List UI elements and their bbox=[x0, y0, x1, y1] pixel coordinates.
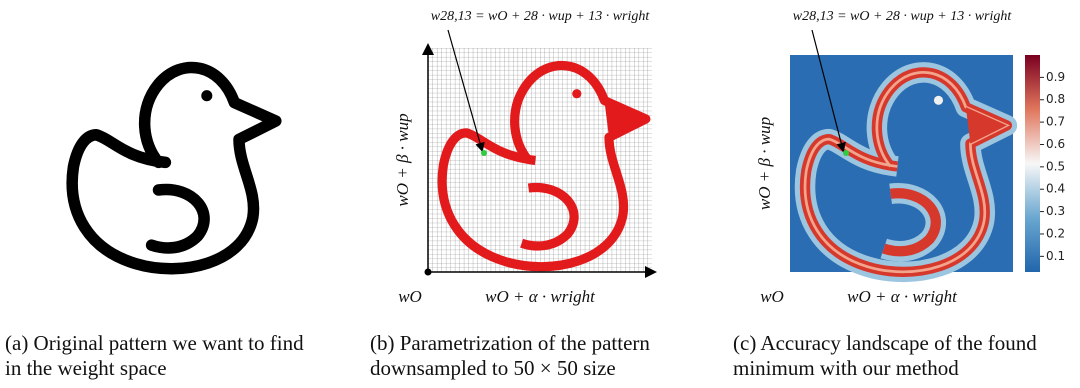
colorbar-tick-label: 0.7 bbox=[1046, 115, 1065, 129]
caption: in the weight space bbox=[5, 356, 167, 380]
colorbar-tick-label: 0.9 bbox=[1046, 70, 1065, 84]
colorbar-tick-label: 0.1 bbox=[1046, 249, 1065, 263]
colorbar-tick-label: 0.8 bbox=[1046, 92, 1065, 106]
colorbar-tick-label: 0.4 bbox=[1046, 182, 1065, 196]
origin-label: wO bbox=[398, 287, 422, 306]
x-axis-label: wO + α · wright bbox=[485, 287, 596, 306]
colorbar-tick-label: 0.3 bbox=[1046, 204, 1065, 218]
colorbar-tick-label: 0.2 bbox=[1046, 226, 1065, 240]
caption: (b) Parametrization of the pattern bbox=[370, 331, 650, 355]
colorbar-tick-label: 0.5 bbox=[1046, 159, 1065, 173]
caption: (c) Accuracy landscape of the found bbox=[733, 331, 1037, 355]
y-axis-label: wO + β · wup bbox=[755, 117, 774, 210]
x-axis-label: wO + α · wright bbox=[847, 287, 958, 306]
caption: minimum with our method bbox=[733, 356, 959, 380]
caption: downsampled to 50 × 50 size bbox=[370, 356, 616, 380]
colorbar-tick-label: 0.6 bbox=[1046, 137, 1065, 151]
duck-landscape bbox=[805, 72, 1007, 271]
duck-pattern bbox=[72, 67, 276, 268]
caption: (a) Original pattern we want to find bbox=[5, 331, 304, 355]
colorbar bbox=[1025, 55, 1040, 272]
annotation: w28,13 = wO + 28 · wup + 13 · wright bbox=[793, 9, 1013, 24]
origin-label: wO bbox=[760, 287, 784, 306]
y-axis-label: wO + β · wup bbox=[393, 113, 412, 206]
annotation: w28,13 = wO + 28 · wup + 13 · wright bbox=[431, 9, 651, 24]
duck-downsampled bbox=[442, 65, 646, 266]
